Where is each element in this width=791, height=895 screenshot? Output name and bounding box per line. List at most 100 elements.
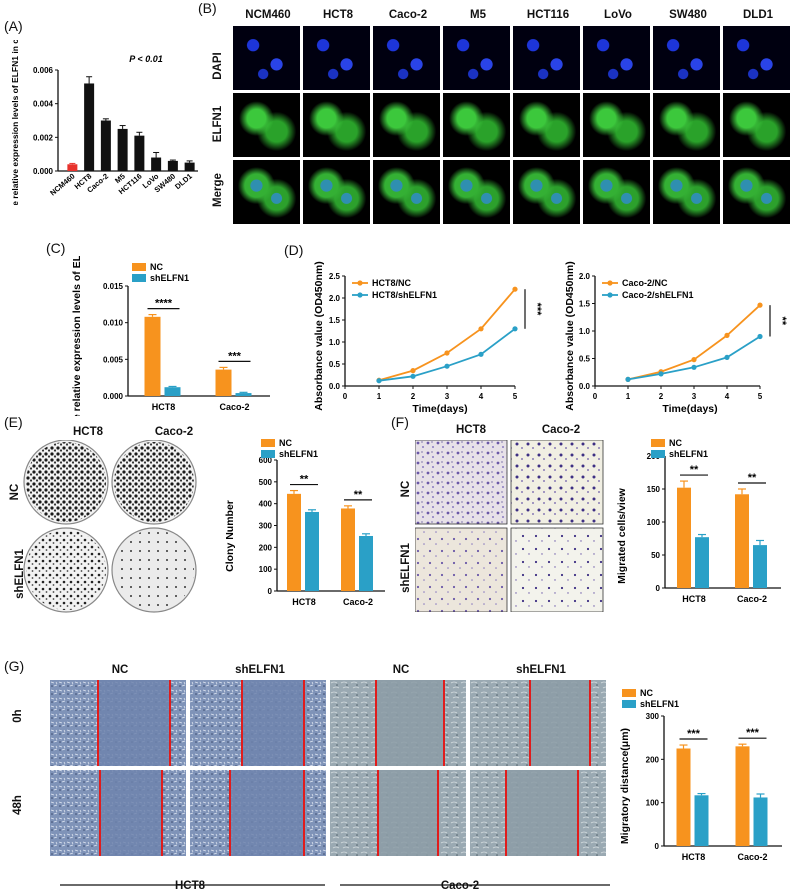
panel-f-legend-label: shELFN1 <box>669 449 708 459</box>
plate-hct8-nc <box>23 440 109 525</box>
panel-letter-a: (A) <box>4 18 23 34</box>
panel-g-ytick-label: 0 <box>655 842 660 851</box>
panel-g-ytick-label: 200 <box>646 755 660 764</box>
panel-d1-point <box>478 351 484 357</box>
if-image-merge-hct8 <box>303 160 370 224</box>
plate-caco2-nc <box>111 440 197 525</box>
panel-c-legend-swatch <box>132 263 146 271</box>
plate-hct8-shelfn1 <box>23 527 109 613</box>
scratch-wound-area <box>506 770 578 856</box>
panel-d1-xtick-label: 1 <box>377 392 382 401</box>
panel-g-images <box>50 680 610 886</box>
panel-d2-ylabel: Absorbance value (OD450nm) <box>564 261 576 410</box>
panel-d2-point <box>691 357 697 363</box>
panel-d2-xtick-label: 0 <box>593 392 598 401</box>
panel-d2-legend-marker <box>607 292 613 298</box>
panel-g-ytick-label: 100 <box>646 799 660 808</box>
panel-b-row-dapi: DAPI <box>212 52 224 80</box>
panel-c-bar-shELFN1 <box>164 387 181 396</box>
panel-f-bar-shELFN1 <box>695 537 709 588</box>
panel-d2-xtick-label: 2 <box>659 392 664 401</box>
panel-d1-xtick-label: 5 <box>513 392 518 401</box>
scratch-wound-area <box>530 680 590 766</box>
panel-a-ytick-label: 0.000 <box>33 167 54 176</box>
if-image-elfn1-hct8 <box>303 93 370 157</box>
panel-d-chart-2: Absorbance value (OD450nm) Time(days) 0.… <box>564 261 788 415</box>
panel-e-ytick-label: 100 <box>259 565 273 574</box>
panel-g-bar-NC <box>676 748 691 846</box>
if-image-merge-m5 <box>443 160 510 224</box>
panel-g-ytick-label: 300 <box>646 712 660 721</box>
panel-g-legend-label: NC <box>640 688 653 698</box>
if-image-dapi-caco-2 <box>373 26 440 90</box>
panel-a-bar <box>67 164 78 171</box>
panel-d2-ytick-label: 1.0 <box>579 327 591 336</box>
panel-d1-ytick-label: 0.5 <box>329 360 341 369</box>
panel-b-col-m5: M5 <box>470 9 486 21</box>
panel-c-xtick-label: Caco-2 <box>219 402 249 412</box>
panel-e-ytick-label: 200 <box>259 543 273 552</box>
panel-d1-ytick-label: 0.0 <box>329 382 341 391</box>
scratch-wound-area <box>230 770 304 856</box>
panel-d2-ytick-label: 2.0 <box>579 272 591 281</box>
panel-f-col-caco2: Caco-2 <box>541 424 581 436</box>
scratch-wound-area <box>376 680 444 766</box>
if-image-merge-dld1 <box>723 160 790 224</box>
panel-g-bar-NC <box>735 746 750 846</box>
panel-c-bar-NC <box>144 316 161 396</box>
panel-c-legend-label: shELFN1 <box>150 273 189 283</box>
panel-d2-point <box>757 302 763 308</box>
panel-b-col-hct116: HCT116 <box>526 9 570 21</box>
panel-d1-xtick-label: 4 <box>479 392 484 401</box>
panel-d2-point <box>691 364 697 370</box>
panel-b-row-elfn1: ELFN1 <box>212 105 224 143</box>
panel-a-xtick-label: DLD1 <box>173 172 194 191</box>
panel-a-chart: P < 0.01 The relative expression levels … <box>10 40 198 205</box>
panel-f-bar-NC <box>735 494 749 588</box>
panel-letter-d: (D) <box>284 242 304 258</box>
panel-g-ylabel: Migratory distance(μm) <box>619 728 631 844</box>
panel-g-bar-shELFN1 <box>694 795 709 846</box>
panel-d2-point <box>724 332 730 338</box>
if-image-dapi-sw480 <box>653 26 720 90</box>
panel-d2-xtick-label: 1 <box>626 392 631 401</box>
if-image-dapi-m5 <box>443 26 510 90</box>
panel-e-bar-NC <box>287 493 301 591</box>
panel-d1-xlabel: Time(days) <box>412 403 467 415</box>
panel-d2-ytick-label: 0.0 <box>579 382 591 391</box>
panel-letter-e: (E) <box>4 414 23 430</box>
panel-e-ytick-label: 500 <box>259 478 273 487</box>
panel-g-group-hct8: HCT8 <box>174 880 206 892</box>
panel-d1-ytick-label: 2.5 <box>329 272 341 281</box>
if-image-merge-caco-2 <box>373 160 440 224</box>
panel-e-ytick-label: 0 <box>268 587 273 596</box>
panel-e-ytick-label: 400 <box>259 500 273 509</box>
scratch-wound-area <box>100 770 162 856</box>
panel-f-legend-swatch <box>651 450 665 458</box>
panel-a-pvalue: P < 0.01 <box>129 54 162 64</box>
panel-a-bar <box>100 120 111 171</box>
panel-e-bar-NC <box>341 508 355 591</box>
if-image-elfn1-caco-2 <box>373 93 440 157</box>
panel-f-bar-NC <box>677 487 691 588</box>
panel-d1-point <box>444 350 450 356</box>
panel-b-col-lovo: LoVo <box>604 9 632 21</box>
panel-d1-point <box>444 363 450 369</box>
transwell-hct8-shelfn1 <box>415 527 508 612</box>
panel-e-ytick-label: 300 <box>259 522 273 531</box>
panel-d1-ytick-label: 1.5 <box>329 316 341 325</box>
panel-d1-point <box>410 368 416 374</box>
if-image-dapi-hct8 <box>303 26 370 90</box>
panel-e-bar-shELFN1 <box>359 535 373 591</box>
panel-e-ytick-label: 600 <box>259 456 273 465</box>
panel-d2-point <box>658 371 664 377</box>
panel-d1-legend-label: HCT8/NC <box>372 278 412 288</box>
panel-e-legend-label: shELFN1 <box>279 449 318 459</box>
if-image-dapi-dld1 <box>723 26 790 90</box>
panel-e-col-caco2: Caco-2 <box>154 426 194 438</box>
panel-d2-legend-label: Caco-2/NC <box>622 278 668 288</box>
panel-f-ytick-label: 150 <box>647 485 661 494</box>
panel-g-col-nc-1: NC <box>111 664 129 676</box>
panel-g-sig-label: *** <box>687 728 701 740</box>
transwell-hct8-nc <box>415 440 508 525</box>
